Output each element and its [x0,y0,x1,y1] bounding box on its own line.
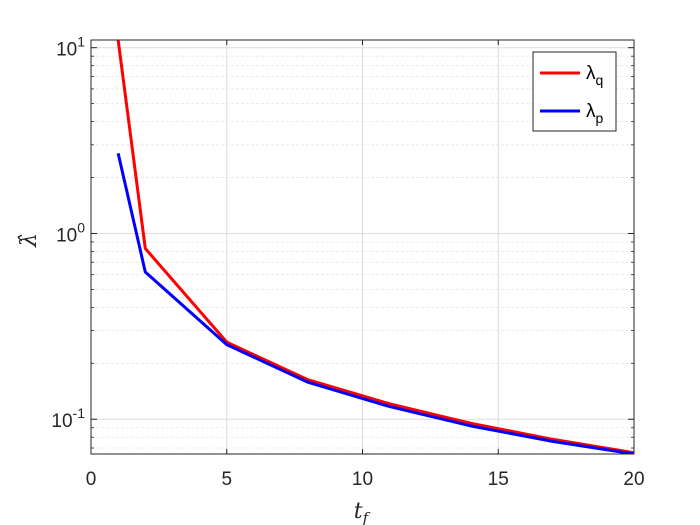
x-tick-label: 5 [221,469,232,490]
y-tick-label: 101 [56,34,85,61]
axis-ticks [90,40,635,454]
y-tick-labels: 10-1 100 101 [51,34,85,433]
x-axis-label: tf [354,499,371,525]
x-tick-labels: 0 5 10 15 20 [86,469,645,490]
y-axis-label: λ̂ [17,233,42,248]
legend-label-lambda-q: λq [586,63,603,88]
legend-box [532,51,617,132]
series-line-lambda-p [116,152,634,454]
series-line-lambda-q [116,40,634,454]
x-tick-label: 15 [488,469,509,490]
legend-entry-lambda-p: λp [540,101,604,126]
y-tick-label: 100 [56,219,85,246]
major-grid [91,40,634,454]
legend-label-lambda-p: λp [586,101,604,126]
x-tick-label: 10 [352,469,373,490]
legend: λq λp [532,51,617,132]
x-tick-label: 0 [86,469,97,490]
y-tick-label: 10-1 [51,405,85,432]
legend-entry-lambda-q: λq [540,63,603,88]
x-tick-label: 20 [623,469,644,490]
series-layer [116,40,634,454]
